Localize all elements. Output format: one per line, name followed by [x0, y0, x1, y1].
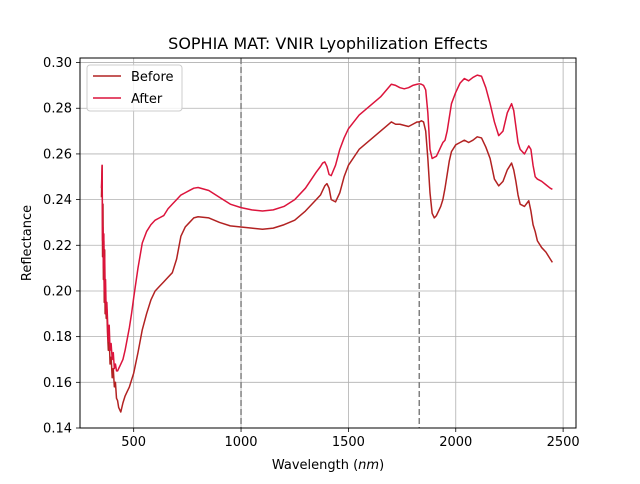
x-tick-label: 2500: [547, 435, 580, 450]
y-tick-label: 0.22: [43, 239, 72, 254]
x-axis-ticks: 500 1000 1500 2000 2500: [121, 428, 580, 450]
x-tick-label: 500: [121, 435, 146, 450]
y-tick-label: 0.18: [43, 330, 72, 345]
y-tick-label: 0.28: [43, 102, 72, 117]
x-tick-label: 1000: [224, 435, 257, 450]
x-axis-label: Wavelength (nm): [272, 458, 384, 473]
y-tick-label: 0.24: [43, 193, 72, 208]
legend-label-after: After: [131, 92, 163, 107]
y-tick-label: 0.20: [43, 284, 72, 299]
y-tick-label: 0.16: [43, 376, 72, 391]
series-group: [100, 74, 554, 413]
y-tick-label: 0.14: [43, 422, 72, 437]
y-tick-label: 0.26: [43, 147, 72, 162]
legend: Before After: [86, 64, 183, 112]
y-axis-ticks: 0.14 0.16 0.18 0.20 0.22 0.24 0.26 0.28 0.30: [43, 56, 80, 437]
chart-title: SOPHIA MAT: VNIR Lyophilization Effects: [168, 34, 488, 53]
x-axis-label-close: ): [379, 458, 384, 473]
x-tick-label: 2000: [439, 435, 472, 450]
x-axis-label-text: Wavelength (: [272, 458, 358, 473]
x-tick-label: 1500: [332, 435, 365, 450]
x-axis-label-unit: nm: [358, 458, 379, 473]
legend-label-before: Before: [131, 70, 174, 85]
series-line-after: [100, 74, 553, 372]
series-line-before: [100, 120, 554, 413]
y-tick-label: 0.30: [43, 56, 72, 71]
plot-frame: [79, 57, 577, 429]
y-axis-label: Reflectance: [20, 205, 35, 281]
grid-lines: [80, 58, 576, 429]
reference-lines: [240, 58, 421, 428]
